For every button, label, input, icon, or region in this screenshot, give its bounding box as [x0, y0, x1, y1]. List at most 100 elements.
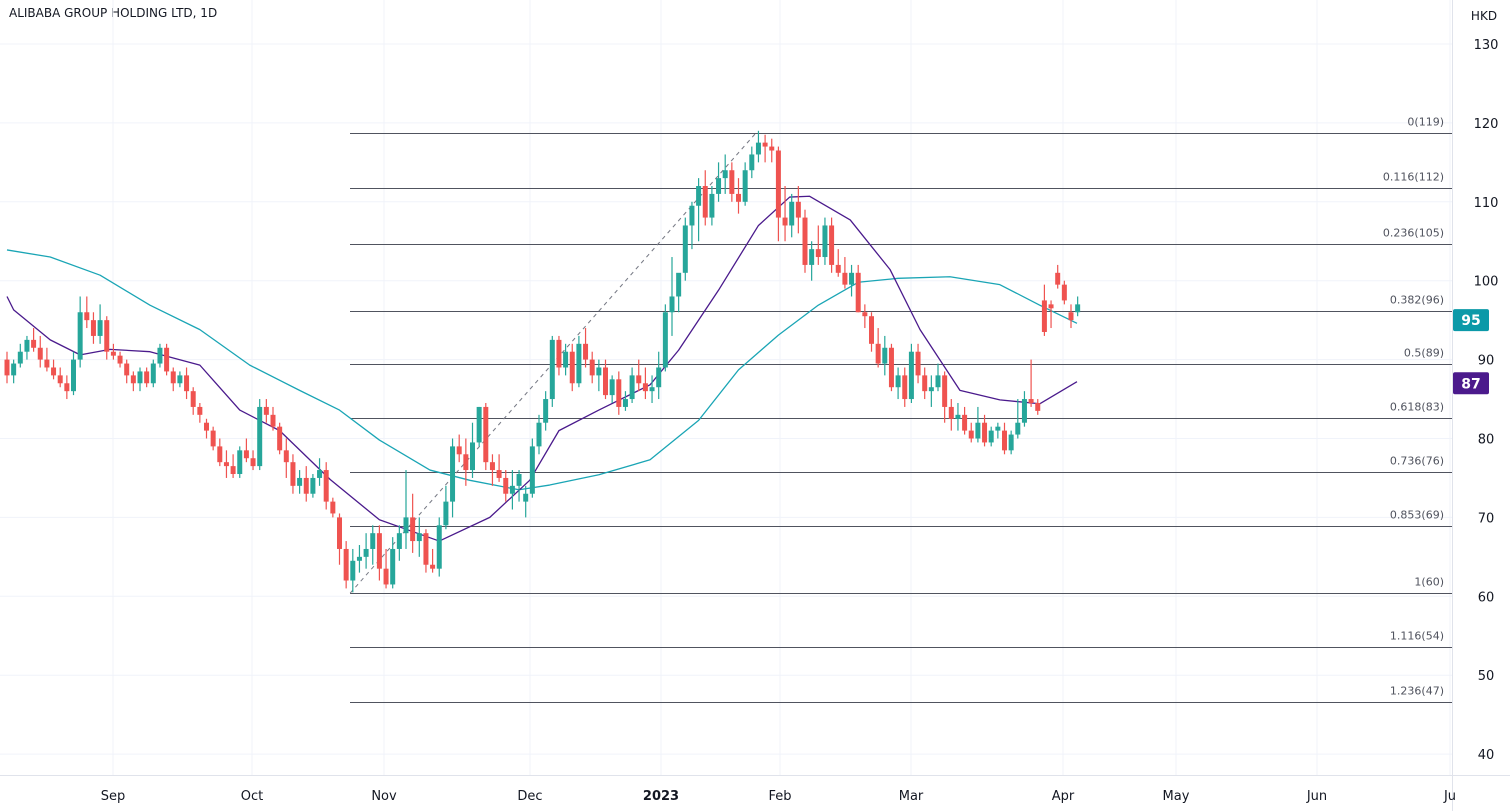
candle-down	[204, 422, 209, 431]
fib-level-label: 0.382(96)	[1390, 294, 1444, 307]
candle-up	[895, 375, 901, 388]
candle-down	[603, 367, 608, 396]
candle-down	[1061, 284, 1067, 301]
candle-down	[230, 466, 236, 475]
ma_slow-value-badge	[1453, 309, 1489, 332]
candle-up	[363, 548, 369, 557]
candle-down	[423, 533, 429, 565]
candle-up	[543, 399, 549, 423]
ma_fast-value-label: 87	[1461, 376, 1480, 392]
candle-up	[77, 312, 83, 360]
candle-down	[1041, 300, 1047, 332]
ma_slow-value-label: 95	[1461, 313, 1480, 329]
candle-down	[463, 454, 469, 471]
fib-level-label: 0.5(89)	[1404, 347, 1444, 360]
candle-up	[297, 477, 303, 486]
candle-up	[649, 387, 655, 392]
candle-up	[749, 154, 755, 171]
candle-down	[782, 217, 788, 226]
candle-down	[1055, 272, 1061, 285]
candle-down	[489, 462, 495, 471]
candle-down	[1028, 399, 1034, 403]
candle-up	[516, 474, 522, 486]
candle-down	[250, 458, 256, 467]
price-tick-label: 100	[1474, 275, 1499, 290]
candle-up	[509, 485, 515, 494]
candle-down	[303, 477, 309, 494]
candle-up	[390, 548, 396, 585]
time-tick-label: Mar	[899, 789, 924, 804]
candle-down	[862, 312, 868, 317]
grid	[0, 0, 1452, 775]
candle-down	[164, 347, 170, 372]
candle-down	[410, 517, 416, 542]
time-tick-label: Feb	[768, 789, 791, 804]
fib-level-label: 0.618(83)	[1390, 401, 1444, 414]
candle-down	[283, 450, 289, 463]
candle-up	[722, 170, 728, 179]
candle-up	[71, 359, 76, 392]
time-tick-label: Sep	[101, 789, 126, 804]
fib-level-label: 0(119)	[1407, 116, 1444, 129]
candle-down	[104, 320, 110, 352]
candle-up	[1021, 399, 1027, 423]
candle-down	[642, 383, 648, 392]
candle-down	[31, 339, 37, 348]
candle-down	[290, 462, 296, 486]
fib-level-label: 0.116(112)	[1383, 171, 1444, 184]
candle-down	[769, 146, 775, 151]
candle-up	[137, 371, 143, 384]
price-tick-label: 60	[1478, 590, 1495, 605]
candle-down	[430, 564, 436, 569]
candle-up	[370, 533, 376, 549]
candle-up	[822, 225, 828, 258]
candle-up	[257, 406, 263, 467]
candle-up	[669, 296, 675, 313]
candle-down	[829, 225, 835, 265]
candle-down	[842, 272, 848, 285]
candle-up	[656, 367, 662, 388]
candle-down	[962, 414, 968, 431]
price-tick-label: 80	[1478, 433, 1495, 448]
candle-up	[403, 517, 409, 534]
candle-down	[170, 371, 176, 384]
candle-up	[975, 422, 981, 439]
candle-up	[596, 367, 602, 376]
fibonacci-retracement: 0(119) 0.116(112) 0.236(105) 0.382(96) 0.5(8…	[349, 116, 1452, 703]
candle-up	[436, 525, 442, 569]
candle-down	[90, 320, 96, 336]
candle-down	[556, 339, 562, 368]
candle-down	[44, 359, 50, 368]
candle-down	[1002, 430, 1007, 451]
candle-up	[1008, 434, 1014, 451]
candle-down	[210, 430, 216, 447]
candle-up	[1075, 304, 1081, 313]
candle-down	[942, 375, 948, 407]
candle-down	[815, 249, 821, 258]
candle-down	[1048, 304, 1054, 309]
candle-down	[922, 375, 928, 392]
ma_fast-value-badge	[1453, 372, 1489, 395]
candle-up	[1015, 422, 1021, 435]
candle-up	[882, 347, 888, 364]
candle-up	[476, 406, 482, 443]
fib-level-label: 0.736(76)	[1390, 455, 1444, 468]
candle-down	[110, 351, 116, 356]
candle-up	[849, 272, 855, 285]
candle-down	[875, 343, 881, 364]
candle-down	[323, 470, 329, 502]
candle-down	[343, 548, 349, 581]
candle-up	[563, 351, 569, 368]
candle-up	[97, 320, 103, 336]
candle-up	[237, 450, 243, 475]
time-tick-label: Dec	[517, 789, 542, 804]
price-tick-label: 70	[1478, 511, 1495, 526]
candle-up	[789, 201, 795, 226]
candle-up	[356, 556, 362, 561]
candle-down	[795, 201, 801, 218]
fib-level-label: 1.236(47)	[1390, 685, 1444, 698]
candle-up	[696, 186, 702, 206]
candle-down	[802, 217, 808, 265]
candle-down	[184, 375, 190, 392]
